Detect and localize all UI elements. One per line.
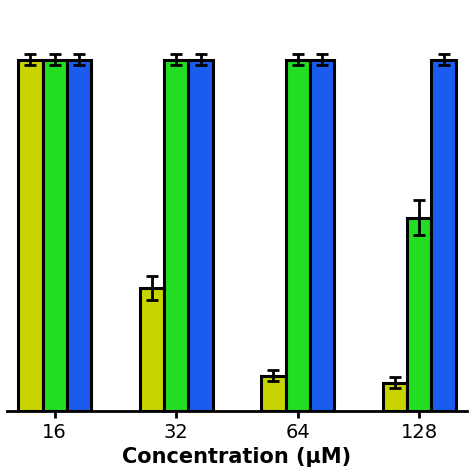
Bar <box>43 60 67 410</box>
Bar <box>286 60 310 410</box>
Bar <box>261 375 286 410</box>
Bar <box>310 60 334 410</box>
Bar <box>431 60 456 410</box>
X-axis label: Concentration (μM): Concentration (μM) <box>122 447 352 467</box>
Bar <box>383 383 407 410</box>
Bar <box>67 60 91 410</box>
Bar <box>164 60 188 410</box>
Bar <box>188 60 213 410</box>
Bar <box>140 288 164 410</box>
Bar <box>18 60 43 410</box>
Bar <box>407 218 431 410</box>
